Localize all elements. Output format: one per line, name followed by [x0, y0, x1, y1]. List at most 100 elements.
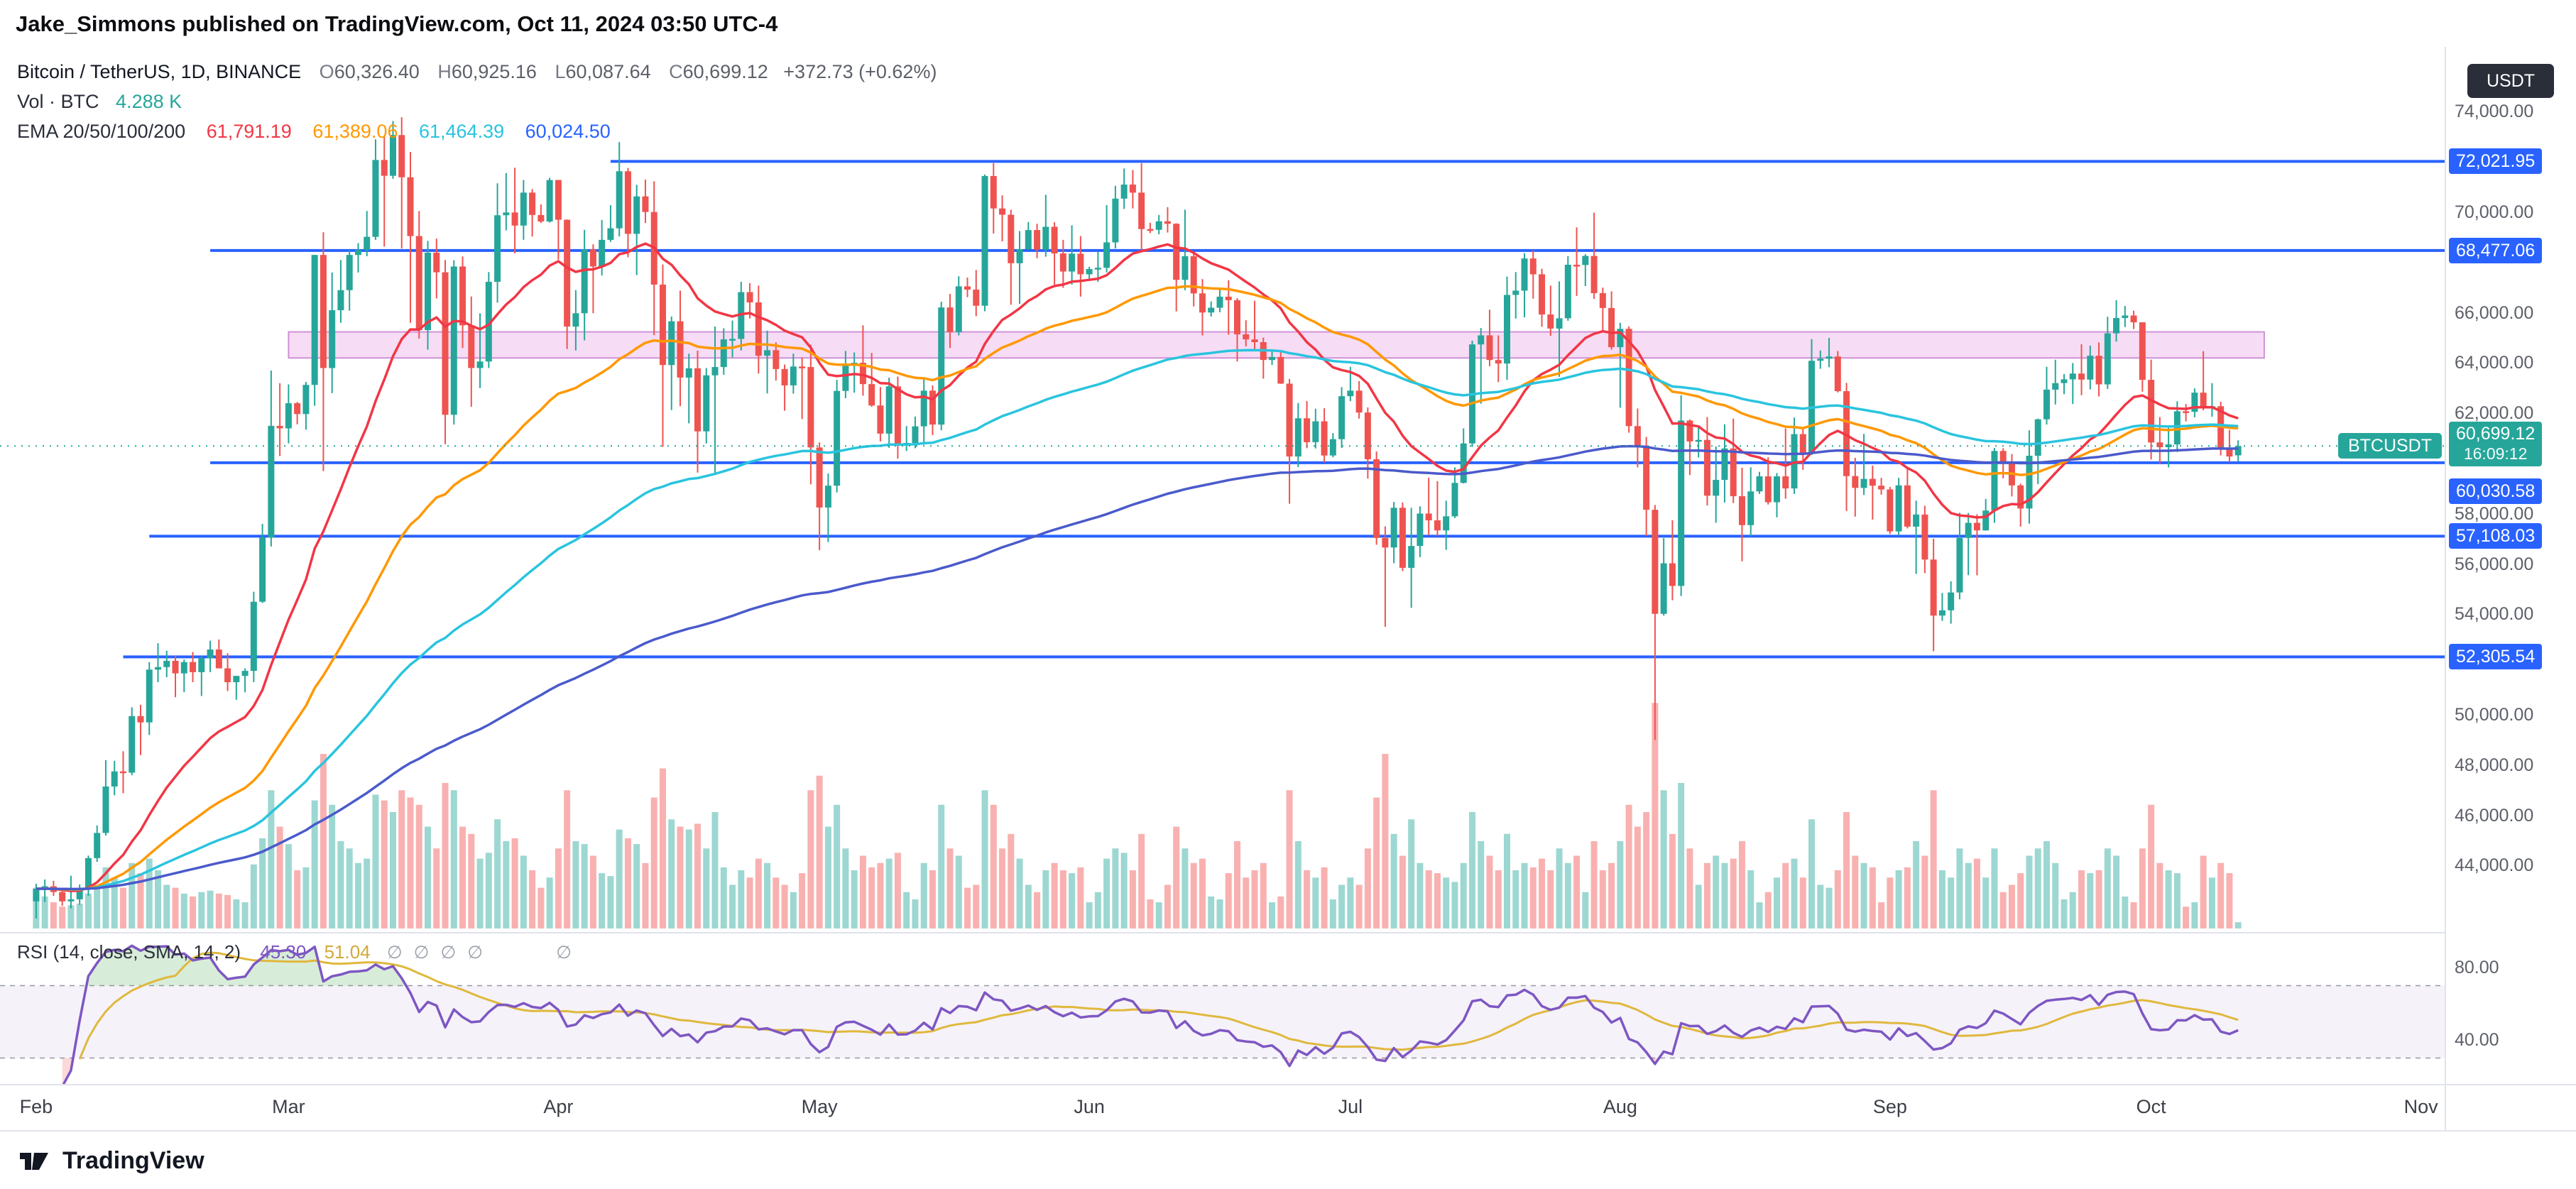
price-chart-canvas[interactable] — [0, 47, 2445, 1084]
candle — [468, 296, 475, 407]
price-level-flag: 72,021.95 — [2449, 148, 2543, 175]
candle — [372, 139, 379, 240]
volume-bar — [1390, 833, 1397, 928]
volume-bar — [442, 783, 449, 928]
price-axis-label: 58,000.00 — [2455, 503, 2534, 524]
volume-bar — [111, 877, 118, 928]
volume-bar — [1181, 848, 1189, 928]
candle — [999, 195, 1006, 242]
volume-bar — [1713, 855, 1720, 928]
candle — [1774, 473, 1780, 517]
publish-header: Jake_Simmons published on TradingView.co… — [16, 11, 778, 36]
candle — [1355, 380, 1363, 419]
candle — [311, 255, 318, 406]
volume-bar — [1208, 896, 1215, 928]
candle — [546, 177, 553, 223]
candle — [694, 351, 702, 473]
candle — [903, 426, 910, 451]
volume-bar — [1686, 848, 1693, 928]
volume-bar — [1817, 884, 1824, 928]
candle — [616, 142, 623, 236]
volume-bar — [241, 902, 249, 928]
candle — [633, 185, 640, 275]
volume-bar — [781, 884, 788, 928]
candle — [685, 354, 692, 424]
time-axis[interactable]: Feb Mar Apr May Jun Jul Aug Sep Oct Nov — [0, 1084, 2576, 1132]
volume-bar — [2191, 902, 2198, 928]
volume-bar — [1138, 833, 1145, 928]
candle — [650, 181, 657, 336]
time-axis-label: May — [801, 1096, 838, 1117]
candle — [2026, 430, 2033, 524]
volume-bar — [1260, 862, 1267, 928]
candle — [1478, 328, 1485, 404]
volume-bar — [990, 804, 997, 928]
candle — [624, 168, 631, 258]
volume-bar — [1251, 870, 1258, 928]
time-axis-label: Aug — [1603, 1096, 1637, 1117]
symbol-legend-row[interactable]: Bitcoin / TetherUS, 1D, BINANCE O60,326.… — [17, 61, 937, 83]
tradingview-link[interactable]: TradingView — [18, 1144, 204, 1177]
volume-bar — [537, 887, 545, 928]
volume-bar — [668, 819, 675, 928]
price-axis-label: 44,000.00 — [2455, 855, 2534, 876]
candle — [816, 442, 823, 551]
candle — [1973, 514, 1980, 576]
candle — [1556, 281, 1563, 377]
candle — [1547, 285, 1554, 336]
volume-bar — [964, 887, 971, 928]
price-axis-label: 48,000.00 — [2455, 755, 2534, 775]
volume-bar — [1216, 899, 1223, 928]
volume-bar — [1512, 870, 1519, 928]
volume-bar — [1695, 884, 1702, 928]
candle — [459, 256, 466, 349]
volume-bar — [1025, 884, 1032, 928]
low-label: L — [555, 61, 566, 82]
candle — [2139, 322, 2146, 392]
candle — [668, 316, 675, 410]
volume-bar — [2234, 922, 2242, 928]
candle — [1304, 400, 1311, 449]
volume-bar — [999, 848, 1006, 928]
ema-legend-row[interactable]: EMA 20/50/100/200 61,791.19 61,389.06 61… — [17, 121, 611, 143]
volume-bar — [398, 790, 405, 928]
volume-bar — [172, 887, 179, 928]
volume-bar — [1921, 855, 1928, 928]
candle — [1573, 227, 1581, 296]
rsi-disabled-plot-mark-far: ∅ — [556, 943, 572, 963]
candle — [1878, 478, 1885, 495]
volume-bar — [799, 873, 806, 928]
candle — [877, 387, 884, 442]
volume-bar — [1791, 858, 1798, 928]
volume-bar — [50, 902, 57, 928]
volume-bar — [1243, 877, 1250, 928]
currency-toggle-badge[interactable]: USDT — [2467, 64, 2554, 98]
candle — [268, 371, 275, 547]
candle — [1529, 250, 1537, 299]
candle — [294, 402, 301, 424]
volume-bar — [790, 892, 797, 928]
rsi-overbought-fill — [86, 946, 406, 986]
volume-bar — [885, 858, 893, 928]
candle — [1460, 428, 1467, 483]
candle — [1869, 465, 1876, 520]
volume-bar — [1599, 870, 1606, 928]
volume-bar — [1425, 870, 1432, 928]
rsi-legend-row[interactable]: RSI (14, close, SMA, 14, 2) 45.30 51.04 … — [17, 941, 572, 963]
volume-bar — [381, 800, 388, 928]
rsi-label: RSI (14, close, SMA, 14, 2) — [17, 941, 241, 963]
candle — [1678, 395, 1685, 596]
volume-bar — [1529, 867, 1537, 928]
price-axis-label: 46,000.00 — [2455, 805, 2534, 826]
volume-legend-row[interactable]: Vol · BTC 4.288 K — [17, 91, 182, 113]
price-axis[interactable]: USDT 60,699.12 16:09:12 74,000.00 70,000.… — [2445, 47, 2576, 1084]
candle — [1164, 207, 1171, 233]
candle — [859, 325, 866, 396]
volume-bar — [703, 848, 710, 928]
volume-bar — [2200, 855, 2207, 928]
candle — [1895, 478, 1902, 536]
volume-bar — [1329, 899, 1336, 928]
volume-bar — [1059, 870, 1066, 928]
rsi-disabled-plot-marks: ∅ ∅ ∅ ∅ — [376, 941, 483, 963]
last-price-flag: 60,699.12 16:09:12 — [2449, 422, 2543, 466]
